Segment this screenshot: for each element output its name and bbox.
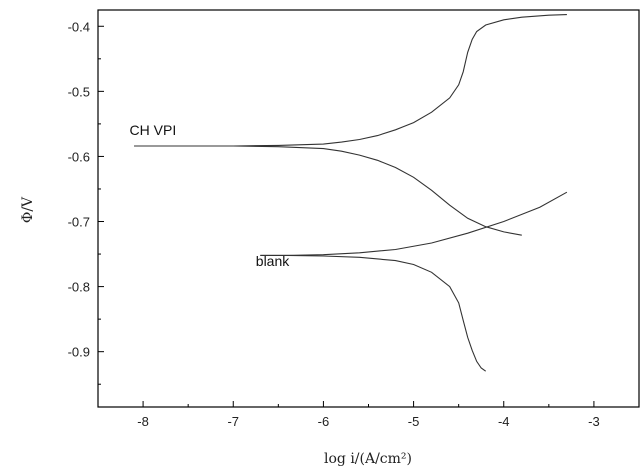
plot-frame	[97, 9, 640, 408]
y-tick-label: -0.5	[68, 84, 90, 99]
x-tick-label: -6	[318, 414, 330, 429]
y-tick-label: -0.7	[68, 215, 90, 230]
x-tick-label: -7	[227, 414, 239, 429]
y-tick-label: -0.9	[68, 345, 90, 360]
x-axis-label: log i/(A/cm²)	[324, 451, 412, 467]
x-tick-label: -3	[588, 414, 600, 429]
x-tick-label: -4	[498, 414, 510, 429]
series-2-line	[134, 145, 522, 236]
x-tick-label: -8	[137, 414, 149, 429]
annotations: CH VPI blank	[130, 122, 291, 269]
annotation-1: CH VPI	[130, 122, 177, 138]
y-tick-label: -0.6	[68, 149, 90, 164]
curves	[134, 14, 568, 372]
y-axis-label: Φ/V	[20, 196, 36, 223]
annotation-2: blank	[256, 253, 290, 269]
series-3-line	[260, 191, 568, 256]
series-1-line	[134, 14, 567, 147]
series-4-line	[260, 254, 487, 372]
x-tick-label: -5	[408, 414, 420, 429]
axis-ticks: -8 -7 -6 -5 -4 -3 -0.4 -0.5 -0.6 -0.7 -0.8 -0.9	[68, 19, 640, 429]
y-tick-label: -0.8	[68, 280, 90, 295]
y-tick-label: -0.4	[68, 19, 90, 34]
